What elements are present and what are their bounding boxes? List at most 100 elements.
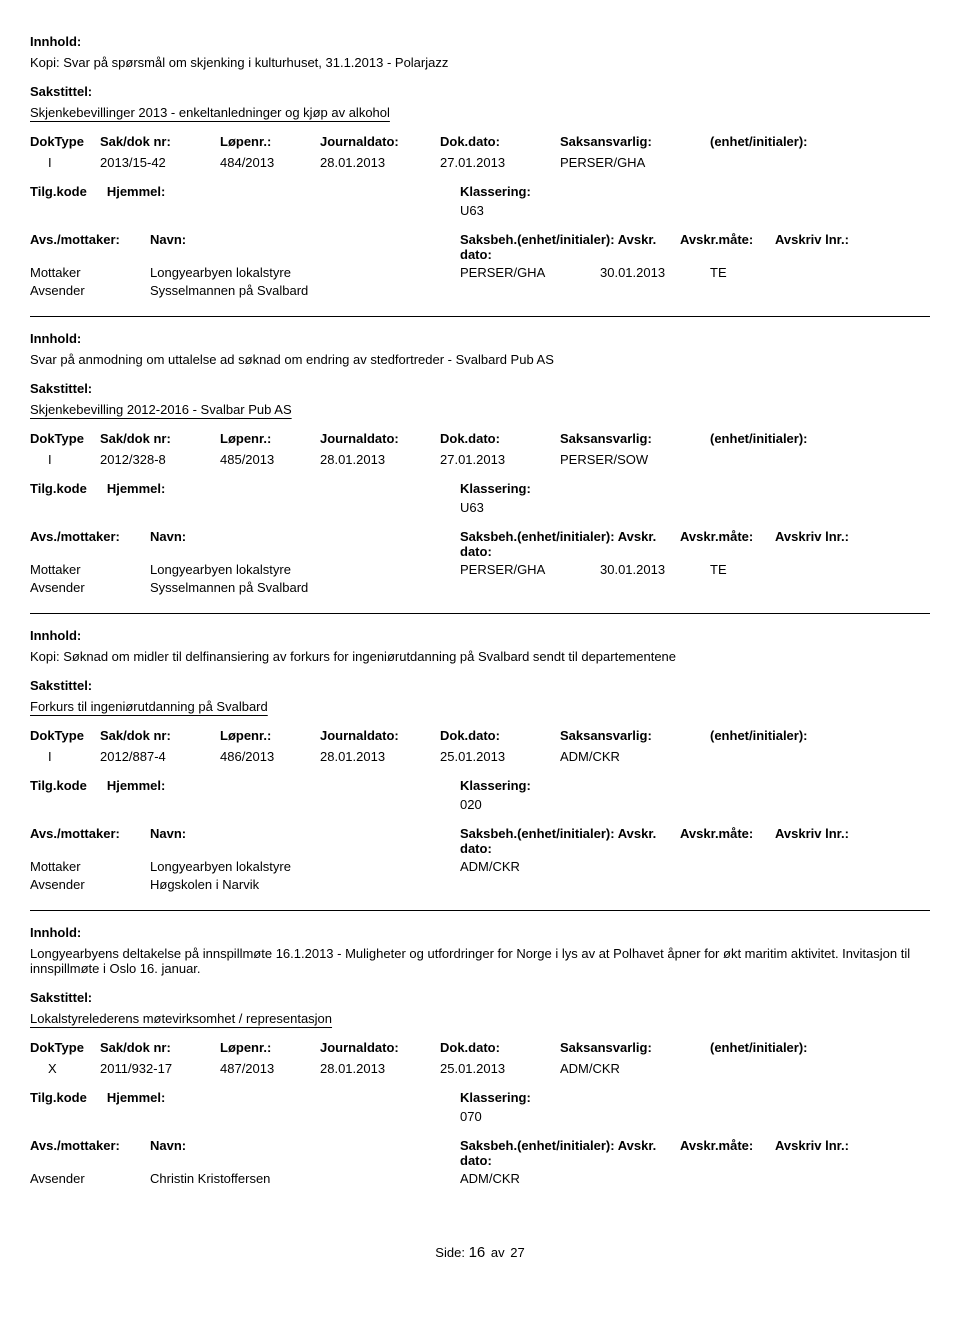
col-enhet-header: (enhet/initialer): (710, 728, 910, 743)
journal-record: Innhold:Kopi: Søknad om midler til delfi… (30, 628, 930, 911)
col-journal-header: Journaldato: (320, 728, 440, 743)
avskrmate-header: Avskr.måte: (680, 1138, 775, 1168)
col-dokdato-header: Dok.dato: (440, 1040, 560, 1055)
party-row: MottakerLongyearbyen lokalstyrePERSER/GH… (30, 562, 930, 577)
col-journal-header: Journaldato: (320, 431, 440, 446)
party-te (710, 1171, 760, 1186)
party-role: Mottaker (30, 562, 150, 577)
party-code (460, 283, 600, 298)
doktype-value: I (30, 749, 100, 764)
col-lopenr-header: Løpenr.: (220, 431, 320, 446)
party-row: AvsenderSysselmannen på Svalbard (30, 580, 930, 595)
navn-header: Navn: (150, 1138, 460, 1168)
column-data-row: X2011/932-17487/201328.01.201325.01.2013… (30, 1061, 930, 1076)
col-enhet-header: (enhet/initialer): (710, 1040, 910, 1055)
avskrmate-header: Avskr.måte: (680, 826, 775, 856)
party-role: Avsender (30, 1171, 150, 1186)
col-enhet-header: (enhet/initialer): (710, 431, 910, 446)
col-dokdato-header: Dok.dato: (440, 728, 560, 743)
footer-total: 27 (510, 1245, 524, 1260)
avskrmate-header: Avskr.måte: (680, 232, 775, 262)
col-lopenr-header: Løpenr.: (220, 728, 320, 743)
document-container: Innhold: Kopi: Svar på spørsmål om skjenk… (30, 34, 930, 1204)
party-date (600, 580, 710, 595)
tilg-klassering-row: Tilg.kode Hjemmel: Klassering: 070 (30, 1090, 930, 1124)
sakdok-value: 2011/932-17 (100, 1061, 220, 1076)
column-data-row: I2012/328-8485/201328.01.201327.01.2013P… (30, 452, 930, 467)
col-sakdok-header: Sak/dok nr: (100, 728, 220, 743)
klassering-value: 020 (460, 797, 482, 812)
col-dokdato-header: Dok.dato: (440, 431, 560, 446)
party-date (600, 877, 710, 892)
journaldato-value: 28.01.2013 (320, 452, 440, 467)
party-date (600, 859, 710, 874)
footer-sep: av (489, 1245, 507, 1260)
dokdato-value: 25.01.2013 (440, 1061, 560, 1076)
klassering-label: Klassering: (460, 778, 531, 793)
dokdato-value: 27.01.2013 (440, 155, 560, 170)
party-name: Høgskolen i Narvik (150, 877, 460, 892)
col-saksans-header: Saksansvarlig: (560, 431, 710, 446)
avs-header-row: Avs./mottaker:Navn:Saksbeh.(enhet/initia… (30, 529, 930, 559)
party-role: Mottaker (30, 265, 150, 280)
sakdok-value: 2013/15-42 (100, 155, 220, 170)
avskrlnr-header: Avskriv lnr.: (775, 1138, 870, 1168)
sakstittel-value: Forkurs til ingeniørutdanning på Svalbar… (30, 699, 930, 714)
col-saksans-header: Saksansvarlig: (560, 134, 710, 149)
saksansvarlig-value: PERSER/SOW (560, 452, 710, 467)
avs-header: Avs./mottaker: (30, 1138, 150, 1168)
innhold-label: Innhold: (30, 34, 930, 49)
hjemmel-label: Hjemmel: (107, 1090, 166, 1105)
klassering-value: 070 (460, 1109, 482, 1124)
col-enhet-header: (enhet/initialer): (710, 134, 910, 149)
party-te: TE (710, 562, 760, 577)
party-code: ADM/CKR (460, 859, 600, 874)
innhold-value: Kopi: Svar på spørsmål om skjenking i ku… (30, 55, 930, 70)
doktype-value: I (30, 452, 100, 467)
party-name: Christin Kristoffersen (150, 1171, 460, 1186)
party-te (710, 859, 760, 874)
tilgkode-label: Tilg.kode (30, 1090, 87, 1105)
doktype-value: I (30, 155, 100, 170)
party-name: Longyearbyen lokalstyre (150, 265, 460, 280)
tilgkode-label: Tilg.kode (30, 778, 87, 793)
column-header-row: DokTypeSak/dok nr:Løpenr.:Journaldato:Do… (30, 431, 930, 446)
lopenr-value: 487/2013 (220, 1061, 320, 1076)
column-header-row: DokTypeSak/dok nr:Løpenr.:Journaldato:Do… (30, 134, 930, 149)
tilg-klassering-row: Tilg.kodeHjemmel:Klassering:U63 (30, 184, 930, 218)
journaldato-value: 28.01.2013 (320, 155, 440, 170)
col-sakdok-header: Sak/dok nr: (100, 431, 220, 446)
col-sakdok-header: Sak/dok nr: (100, 134, 220, 149)
avs-header-row: Avs./mottaker:Navn:Saksbeh.(enhet/initia… (30, 826, 930, 856)
innhold-value: Longyearbyens deltakelse på innspillmøte… (30, 946, 930, 976)
avskrmate-header: Avskr.måte: (680, 529, 775, 559)
party-row: AvsenderChristin KristoffersenADM/CKR (30, 1171, 930, 1186)
sakstittel-label: Sakstittel: (30, 678, 930, 693)
saksbeh-header: Saksbeh.(enhet/initialer): Avskr. dato: (460, 232, 680, 262)
col-lopenr-header: Løpenr.: (220, 134, 320, 149)
tilg-klassering-row: Tilg.kodeHjemmel:Klassering:U63 (30, 481, 930, 515)
saksbeh-header: Saksbeh.(enhet/initialer): Avskr. dato: (460, 826, 680, 856)
party-date: 30.01.2013 (600, 265, 710, 280)
avskrlnr-header: Avskriv lnr.: (775, 232, 870, 262)
journaldato-value: 28.01.2013 (320, 1061, 440, 1076)
col-saksans-header: Saksansvarlig: (560, 1040, 710, 1055)
navn-header: Navn: (150, 529, 460, 559)
sakdok-value: 2012/887-4 (100, 749, 220, 764)
klassering-label: Klassering: (460, 1090, 531, 1105)
dokdato-value: 25.01.2013 (440, 749, 560, 764)
party-role: Mottaker (30, 859, 150, 874)
dokdato-value: 27.01.2013 (440, 452, 560, 467)
party-code: PERSER/GHA (460, 265, 600, 280)
klassering-label: Klassering: (460, 481, 531, 496)
sakstittel-label: Sakstittel: (30, 84, 930, 99)
lopenr-value: 484/2013 (220, 155, 320, 170)
page-footer: Side: 16 av 27 (30, 1244, 930, 1261)
party-code (460, 580, 600, 595)
party-code: ADM/CKR (460, 1171, 600, 1186)
sakstittel-label: Sakstittel: (30, 990, 930, 1005)
col-saksans-header: Saksansvarlig: (560, 728, 710, 743)
party-role: Avsender (30, 877, 150, 892)
avs-header: Avs./mottaker: (30, 826, 150, 856)
avskrlnr-header: Avskriv lnr.: (775, 529, 870, 559)
